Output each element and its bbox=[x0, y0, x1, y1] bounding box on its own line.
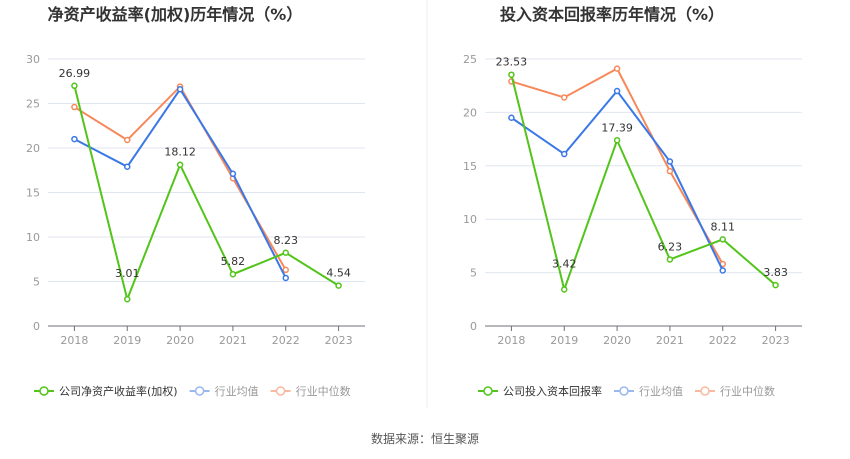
legend-label: 行业中位数 bbox=[296, 384, 351, 398]
series-line bbox=[73, 84, 287, 271]
data-point bbox=[666, 158, 674, 165]
data-point bbox=[229, 270, 237, 278]
legend-marker bbox=[619, 386, 629, 396]
data-label: 3.01 bbox=[115, 267, 140, 280]
legend-label: 公司投入资本回报率 bbox=[503, 384, 602, 398]
y-tick-label: 25 bbox=[463, 53, 477, 66]
y-tick-label: 5 bbox=[470, 267, 477, 280]
data-point bbox=[561, 150, 568, 158]
y-tick-label: 0 bbox=[470, 320, 477, 333]
y-tick-label: 30 bbox=[26, 53, 40, 66]
data-label: 17.39 bbox=[601, 121, 633, 134]
data-label: 5.82 bbox=[221, 255, 246, 268]
legend-label: 行业中位数 bbox=[720, 384, 775, 398]
data-point bbox=[335, 282, 342, 289]
data-point bbox=[613, 65, 621, 72]
data-label: 8.23 bbox=[274, 234, 299, 247]
legend-marker bbox=[483, 386, 493, 396]
data-point bbox=[719, 267, 726, 274]
data-point bbox=[124, 163, 131, 170]
data-point bbox=[666, 256, 674, 263]
y-tick-label: 15 bbox=[463, 160, 477, 173]
data-point bbox=[508, 71, 515, 78]
legend-marker bbox=[194, 386, 205, 396]
legend-label: 行业均值 bbox=[215, 385, 259, 398]
x-tick-label: 2022 bbox=[709, 334, 737, 347]
data-label: 23.53 bbox=[496, 56, 528, 69]
data-point bbox=[71, 103, 78, 111]
data-point bbox=[772, 281, 779, 289]
legend-marker bbox=[700, 386, 710, 396]
data-label: 8.11 bbox=[711, 220, 736, 233]
data-label: 26.99 bbox=[59, 67, 91, 80]
data-point bbox=[666, 167, 674, 175]
data-point bbox=[561, 286, 568, 293]
x-tick-label: 2018 bbox=[497, 334, 525, 347]
data-point bbox=[124, 136, 131, 144]
chart-title-roic: 投入资本回报率历年情况（%） bbox=[500, 5, 724, 24]
data-point bbox=[613, 137, 621, 144]
data-point bbox=[508, 114, 515, 121]
data-point bbox=[71, 135, 78, 143]
series-line bbox=[510, 89, 724, 271]
data-label: 3.42 bbox=[552, 257, 577, 270]
series-line bbox=[511, 67, 724, 265]
legend-label: 行业均值 bbox=[639, 385, 683, 398]
y-tick-label: 10 bbox=[26, 231, 40, 244]
data-point bbox=[176, 86, 184, 93]
data-point bbox=[282, 274, 289, 282]
legend-marker bbox=[275, 386, 286, 396]
y-tick-label: 25 bbox=[26, 98, 40, 111]
data-point bbox=[613, 87, 621, 95]
series-line bbox=[73, 85, 340, 303]
data-point bbox=[282, 266, 289, 274]
data-point bbox=[561, 94, 568, 101]
data-label: 4.54 bbox=[326, 267, 351, 280]
y-tick-label: 15 bbox=[26, 187, 40, 200]
data-label: 6.23 bbox=[658, 240, 683, 253]
y-tick-label: 0 bbox=[33, 320, 40, 333]
data-label: 18.12 bbox=[164, 146, 196, 159]
x-tick-label: 2019 bbox=[113, 334, 141, 347]
x-tick-label: 2020 bbox=[603, 334, 631, 347]
data-point bbox=[282, 249, 289, 257]
y-tick-label: 10 bbox=[463, 213, 477, 226]
x-tick-label: 2021 bbox=[656, 334, 684, 347]
legend-marker bbox=[39, 386, 49, 396]
x-tick-label: 2021 bbox=[219, 334, 247, 347]
data-point bbox=[719, 236, 726, 243]
data-label: 3.83 bbox=[763, 266, 788, 279]
chart-title-roe: 净资产收益率(加权)历年情况（%） bbox=[48, 5, 303, 24]
y-tick-label: 20 bbox=[463, 106, 477, 119]
y-tick-label: 20 bbox=[26, 142, 40, 155]
series-line bbox=[73, 87, 287, 279]
x-tick-label: 2023 bbox=[325, 334, 353, 347]
x-tick-label: 2019 bbox=[550, 334, 578, 347]
series-line bbox=[510, 74, 777, 293]
data-point bbox=[71, 82, 78, 90]
x-tick-label: 2020 bbox=[166, 334, 194, 347]
y-tick-label: 5 bbox=[33, 276, 40, 289]
x-tick-label: 2018 bbox=[60, 334, 88, 347]
data-point bbox=[176, 161, 184, 168]
data-point bbox=[229, 170, 237, 178]
legend-label: 公司净资产收益率(加权) bbox=[59, 384, 178, 398]
data-source: 数据来源：恒生聚源 bbox=[371, 431, 479, 446]
data-point bbox=[124, 295, 131, 303]
x-tick-label: 2022 bbox=[272, 334, 300, 347]
x-tick-label: 2023 bbox=[762, 334, 790, 347]
